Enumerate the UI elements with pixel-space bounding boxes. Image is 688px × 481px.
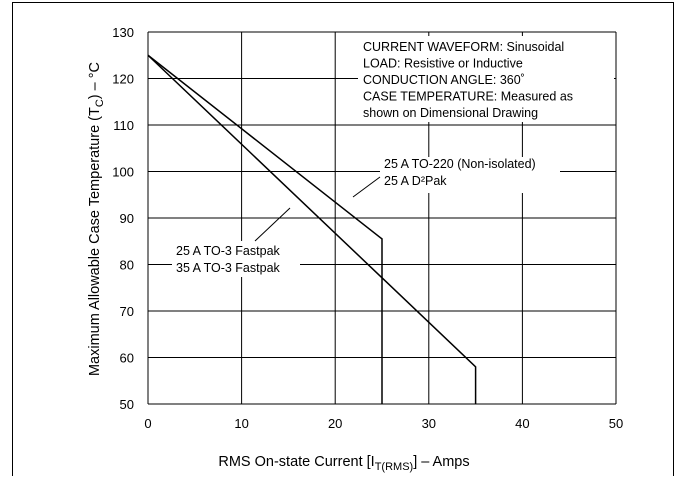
- y-tick-label: 70: [120, 304, 134, 319]
- x-tick-label: 10: [234, 416, 248, 431]
- y-tick-label: 120: [112, 72, 134, 87]
- conditions-annotation: CURRENT WAVEFORM: Sinusoidal LOAD: Resist…: [358, 36, 614, 122]
- condition-line: CURRENT WAVEFORM: Sinusoidal: [363, 40, 564, 54]
- y-tick-label: 80: [120, 258, 134, 273]
- series-lines: [147, 54, 477, 404]
- x-tick-label: 0: [144, 416, 151, 431]
- series-line-2: [147, 54, 477, 404]
- series-2-label: 25 A TO-3 Fastpak: [176, 244, 281, 258]
- x-tick-label: 50: [609, 416, 623, 431]
- figure-frame: [12, 2, 674, 476]
- series-labels: 25 A TO-220 (Non-isolated) 25 A D²Pak 25 A…: [172, 157, 560, 277]
- x-tick-labels: 0 10 20 30 40 50: [144, 416, 623, 431]
- series-1-leader: [352, 176, 381, 198]
- series-1-label: 25 A TO-220 (Non-isolated): [384, 157, 536, 171]
- x-axis-label: RMS On-state Current [IT(RMS)] – Amps: [218, 454, 469, 473]
- x-tick-label: 20: [328, 416, 342, 431]
- series-2-label-background: [172, 241, 300, 277]
- condition-line: CASE TEMPERATURE: Measured as: [363, 90, 573, 104]
- series-1-label-background: [380, 157, 560, 193]
- condition-line: shown on Dimensional Drawing: [363, 106, 538, 120]
- series-2-leader: [254, 207, 291, 242]
- y-tick-label: 90: [120, 211, 134, 226]
- series-2-label: 35 A TO-3 Fastpak: [176, 261, 281, 275]
- x-tick-label: 40: [515, 416, 529, 431]
- x-tick-label: 30: [422, 416, 436, 431]
- y-axis-label: Maximum Allowable Case Temperature (TC) …: [87, 62, 106, 376]
- y-tick-labels: 50 60 70 80 90 100 110 120 130: [112, 25, 134, 412]
- series-1-label: 25 A D²Pak: [384, 174, 447, 188]
- y-tick-label: 130: [112, 25, 134, 40]
- y-tick-label: 100: [112, 165, 134, 180]
- series-line-1: [147, 54, 383, 404]
- y-tick-label: 50: [120, 397, 134, 412]
- conditions-background: [358, 36, 614, 122]
- y-tick-label: 110: [113, 118, 134, 133]
- y-tick-label: 60: [120, 351, 134, 366]
- condition-line: CONDUCTION ANGLE: 360˚: [363, 73, 525, 87]
- condition-line: LOAD: Resistive or Inductive: [363, 57, 523, 71]
